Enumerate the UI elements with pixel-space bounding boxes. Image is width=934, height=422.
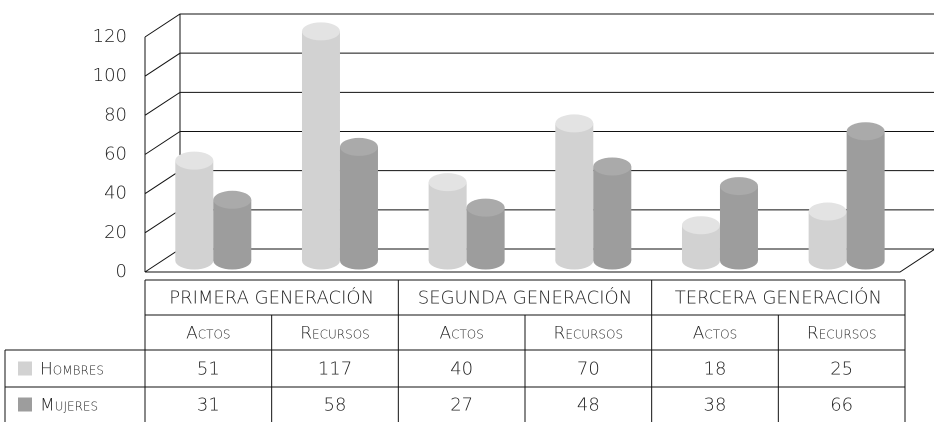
cylinder-body (175, 160, 214, 261)
y-tick-label: 0 (116, 261, 127, 282)
grid-line (144, 91, 934, 116)
floor (145, 249, 934, 273)
y-tick-label: 20 (104, 222, 127, 243)
y-tick-label: 120 (93, 26, 127, 47)
grid-line (144, 131, 934, 155)
group-label: TERCERA GENERACIÓN (675, 287, 882, 309)
cylinder-body (339, 146, 378, 261)
cylinder (175, 151, 214, 270)
cylinder-top (681, 216, 720, 235)
cylinder-top (808, 202, 847, 221)
cylinder-top (428, 173, 467, 192)
cylinder-top (339, 137, 378, 156)
cylinder (593, 157, 632, 270)
cylinder-top (593, 157, 632, 176)
category-label: Recursos (300, 324, 370, 344)
cylinder-top (301, 22, 340, 41)
category-label: Actos (186, 324, 230, 344)
table-value: 117 (318, 359, 352, 380)
grid-line (144, 52, 934, 77)
legend-label: Mujeres (40, 396, 98, 416)
category-label: Actos (439, 324, 483, 344)
table-value: 38 (704, 395, 727, 416)
y-tick-label: 60 (104, 144, 127, 165)
cylinder (428, 173, 467, 270)
cylinder-body (213, 199, 252, 261)
cylinder (339, 137, 378, 270)
cylinder (681, 216, 720, 270)
cylinder-body (846, 131, 885, 261)
table-value: 40 (450, 359, 473, 380)
legend-swatch (18, 397, 32, 412)
table-value: 66 (830, 395, 853, 416)
cylinder (808, 202, 847, 270)
group-label: SEGUNDA GENERACIÓN (418, 287, 632, 309)
grid-line (144, 13, 934, 38)
table-value: 58 (324, 395, 347, 416)
cylinder (555, 114, 594, 270)
cylinder-top (466, 198, 505, 217)
cylinder-top (175, 151, 214, 170)
y-tick-label: 80 (104, 104, 127, 125)
category-label: Recursos (807, 324, 877, 344)
cylinder (301, 22, 340, 270)
legend-swatch (18, 361, 32, 376)
table-value: 51 (197, 359, 220, 380)
category-label: Actos (693, 324, 737, 344)
category-label: Recursos (554, 324, 624, 344)
cylinder-top (213, 190, 252, 209)
group-label: PRIMERA GENERACIÓN (169, 287, 374, 309)
cylinder-top (719, 177, 758, 196)
cylinder-top (846, 122, 885, 141)
cylinder-top (555, 114, 594, 133)
cylinder-body (593, 166, 632, 261)
cylinder (466, 198, 505, 270)
table-value: 25 (830, 359, 853, 380)
y-tick-label: 40 (104, 183, 127, 204)
cylinder (213, 190, 252, 270)
cylinder-body (555, 123, 594, 261)
legend-label: Hombres (40, 360, 104, 380)
cylinder-body (719, 186, 758, 261)
table-value: 18 (704, 359, 727, 380)
table-value: 70 (577, 359, 600, 380)
cylinder (846, 122, 885, 270)
table-value: 27 (450, 395, 473, 416)
cylinder-body (301, 31, 340, 261)
cylinder (719, 177, 758, 270)
y-tick-label: 100 (93, 65, 127, 86)
cylinder-body (428, 182, 467, 261)
table-value: 31 (197, 395, 220, 416)
grid-line (144, 170, 934, 195)
table-value: 48 (577, 395, 600, 416)
